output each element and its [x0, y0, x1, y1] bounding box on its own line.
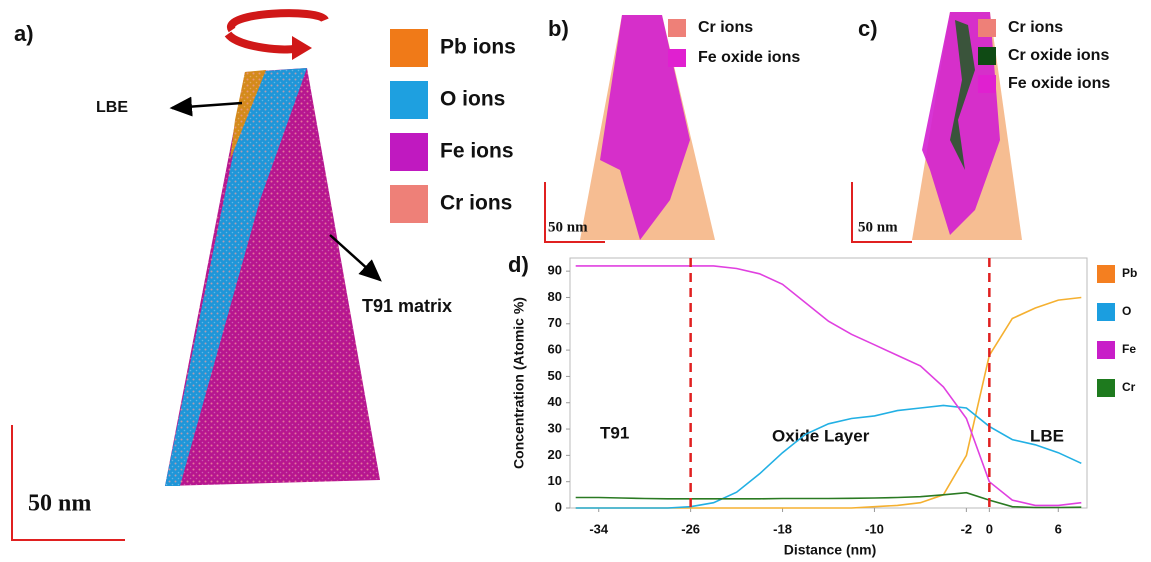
plot-frame	[570, 258, 1087, 508]
series-line	[576, 405, 1082, 508]
legend-swatch	[390, 81, 428, 119]
legend-label: Cr oxide ions	[1008, 47, 1109, 64]
y-tick-label: 90	[548, 263, 562, 278]
y-axis-title: Concentration (Atomic %)	[511, 297, 527, 469]
legend-swatch	[978, 75, 996, 93]
y-tick-label: 60	[548, 342, 562, 357]
panel-label: b)	[548, 16, 569, 41]
figure: a) LBE T91 matrix 50 nm b) 50 nm c) 50 n…	[0, 0, 1151, 562]
arrow-label: LBE	[96, 99, 128, 116]
legend-label: Fe oxide ions	[698, 49, 800, 66]
y-tick-label: 20	[548, 447, 562, 462]
legend-label: Fe ions	[440, 140, 514, 163]
legend-swatch	[390, 29, 428, 67]
legend-label: O	[1122, 304, 1131, 318]
scale-label: 50 nm	[548, 219, 588, 235]
legend-swatch	[390, 133, 428, 171]
x-tick-label: -34	[589, 521, 609, 536]
legend-swatch	[1097, 341, 1115, 359]
scale-label: 50 nm	[28, 491, 91, 517]
series-line	[576, 298, 1082, 509]
y-tick-label: 40	[548, 394, 562, 409]
region-label: T91	[600, 423, 629, 442]
y-tick-label: 30	[548, 420, 562, 435]
legend-swatch	[978, 19, 996, 37]
legend-label: Cr ions	[1008, 19, 1063, 36]
x-axis-title: Distance (nm)	[784, 542, 877, 558]
panel-a-tip	[12, 13, 380, 540]
x-tick-label: -26	[681, 521, 700, 536]
panel-b-tip	[545, 15, 715, 242]
x-tick-label: 6	[1055, 521, 1062, 536]
region-label: Oxide Layer	[772, 426, 870, 445]
legend-swatch	[1097, 265, 1115, 283]
y-tick-label: 0	[555, 499, 562, 514]
panel-label: c)	[858, 16, 878, 41]
x-tick-label: 0	[986, 521, 993, 536]
legend-swatch	[978, 47, 996, 65]
y-tick-label: 50	[548, 368, 562, 383]
legend-swatch	[668, 19, 686, 37]
series-line	[576, 266, 1082, 506]
legend-label: Cr	[1122, 380, 1136, 394]
legend-label: Pb	[1122, 266, 1137, 280]
y-tick-label: 10	[548, 473, 562, 488]
legend-label: Cr ions	[698, 19, 753, 36]
scale-label: 50 nm	[858, 219, 898, 235]
legend-swatch	[1097, 379, 1115, 397]
y-tick-label: 80	[548, 289, 562, 304]
legend-swatch	[390, 185, 428, 223]
x-tick-label: -10	[865, 521, 884, 536]
legend-label: Fe	[1122, 342, 1136, 356]
panel-label: d)	[508, 252, 529, 277]
legend-label: Fe oxide ions	[1008, 75, 1110, 92]
arrow-label: T91 matrix	[362, 296, 452, 316]
legend-label: Cr ions	[440, 192, 512, 215]
legend-swatch	[1097, 303, 1115, 321]
legend-label: Pb ions	[440, 36, 516, 59]
panel-c-tip	[852, 12, 1022, 242]
legend-swatch	[668, 49, 686, 67]
panel-label: a)	[14, 21, 34, 46]
x-tick-label: -2	[961, 521, 973, 536]
x-tick-label: -18	[773, 521, 792, 536]
y-tick-label: 70	[548, 315, 562, 330]
region-label: LBE	[1030, 426, 1064, 445]
legend-label: O ions	[440, 88, 505, 111]
